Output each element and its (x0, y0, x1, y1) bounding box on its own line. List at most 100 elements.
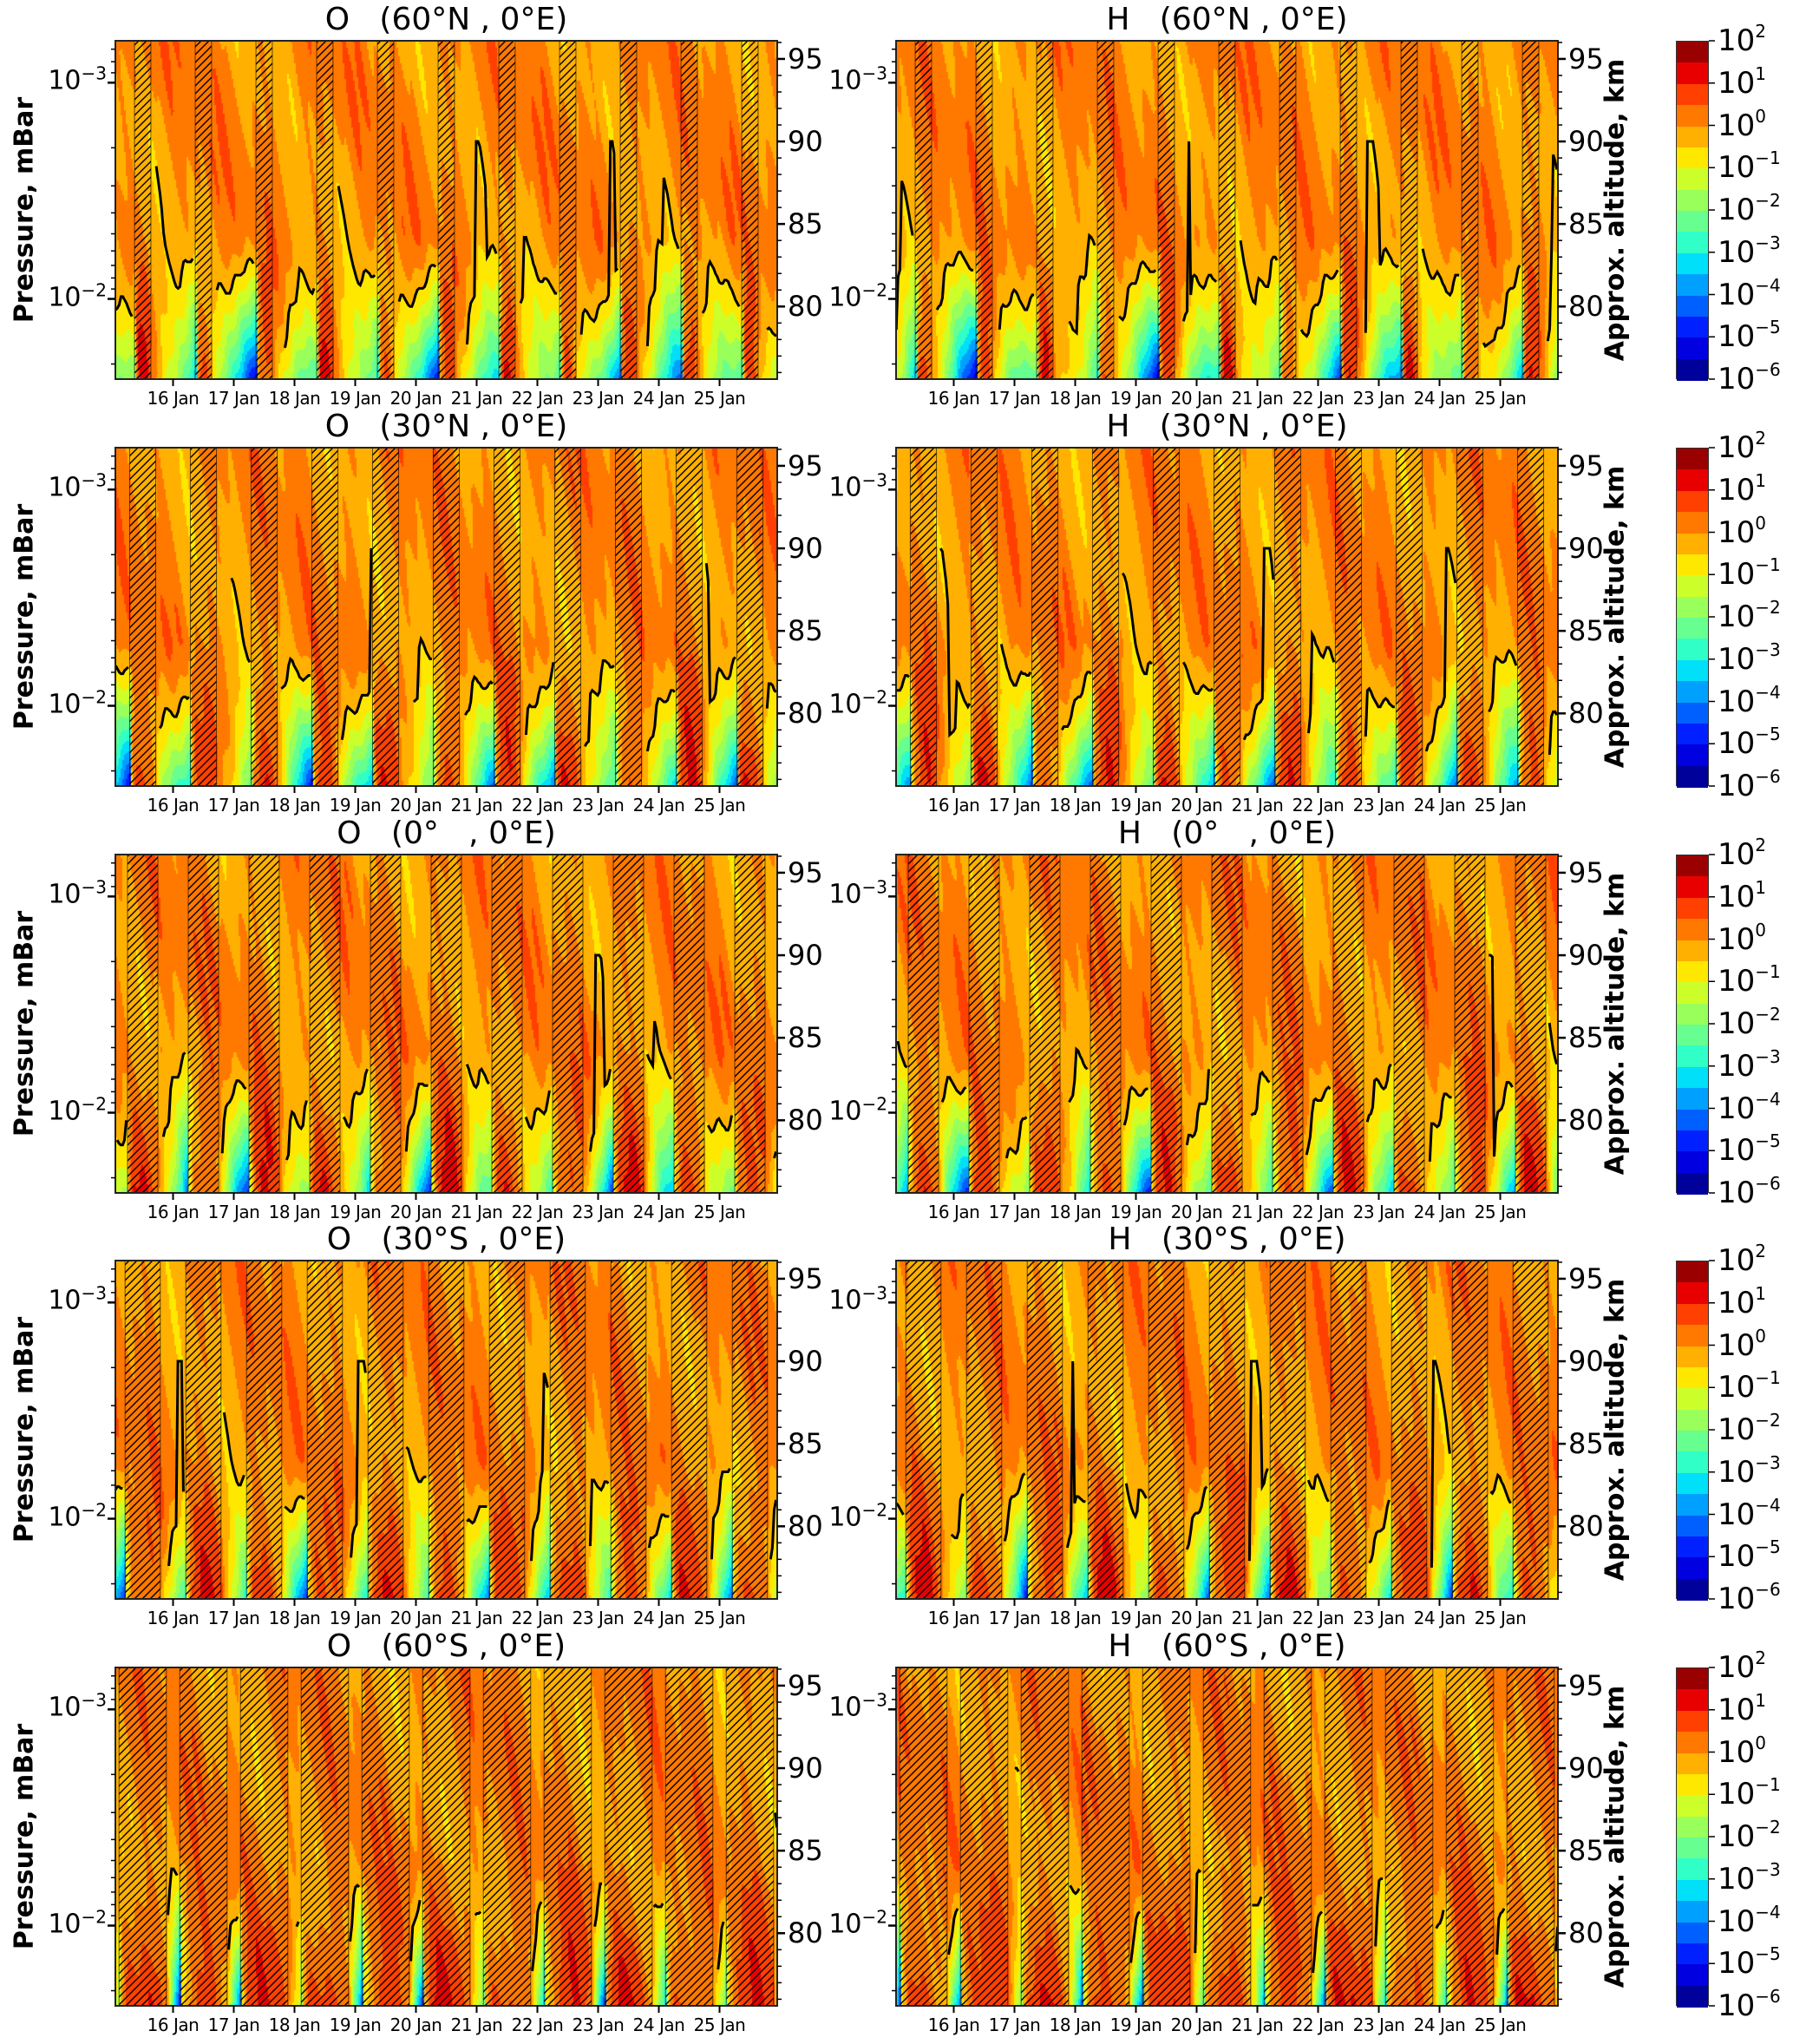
contour-line (1430, 1359, 1451, 1568)
x-tick-label: 24 Jan (632, 795, 685, 816)
daylight-hatch (422, 1667, 470, 2006)
x-tick-label: 16 Jan (927, 795, 980, 816)
tick-exponent: −3 (1755, 639, 1781, 660)
colorbar-tick-label: 100 (1718, 1327, 1766, 1360)
contour-line (1014, 1766, 1020, 1772)
tick-base: 10 (1718, 430, 1756, 465)
x-tick-label: 23 Jan (572, 2015, 625, 2035)
tick-base: 10 (828, 1285, 862, 1316)
tick-exponent: −3 (861, 1282, 887, 1304)
pressure-tick-label: 10−3 (48, 472, 107, 501)
contour-line (1060, 671, 1092, 731)
x-tick-label: 16 Jan (927, 2015, 980, 2035)
x-tick-label: 21 Jan (450, 1202, 503, 1222)
contour-line (161, 1051, 186, 1137)
x-tick-label: 18 Jan (268, 795, 321, 816)
colorbar-band (1677, 358, 1708, 381)
colorbar-band (1677, 1838, 1708, 1859)
x-tick-label: 25 Jan (693, 1608, 746, 1628)
daylight-hatch (1214, 448, 1240, 786)
x-tick-label: 23 Jan (1352, 795, 1405, 816)
daylight-hatch (732, 1261, 768, 1599)
colorbar-band (1677, 1964, 1708, 1987)
hatch-layer (115, 1261, 777, 1599)
contour-line (1065, 1360, 1086, 1549)
altitude-tick-label: 95 (788, 1261, 823, 1295)
plot-frame (895, 40, 1559, 380)
colorbar-band (1677, 1282, 1708, 1305)
contour-line (647, 1513, 670, 1549)
contour-line (652, 1903, 664, 1909)
tick-exponent: 0 (1755, 105, 1766, 127)
hatch-layer (896, 41, 1558, 379)
contour-line (464, 674, 494, 716)
daylight-hatch (1090, 855, 1121, 1193)
colorbar-tick-label: 10−5 (1718, 1132, 1781, 1165)
altitude-tick-label: 95 (788, 1668, 823, 1702)
tick-base: 10 (1718, 1946, 1756, 1982)
altitude-tick-label: 85 (788, 1427, 823, 1461)
colorbar-band (1677, 1431, 1708, 1452)
tick-exponent: −1 (1755, 961, 1781, 983)
colorbar-band (1677, 1025, 1708, 1046)
colorbar-band (1677, 147, 1708, 169)
daylight-hatch (431, 855, 461, 1193)
contour-line (1489, 953, 1514, 1157)
x-tick-label: 22 Jan (511, 1202, 564, 1222)
contour-line (284, 265, 316, 349)
colorbar-band (1677, 1732, 1708, 1753)
x-tick-label: 24 Jan (1413, 2015, 1466, 2035)
contour-line (1181, 661, 1214, 695)
contour-line (1118, 259, 1157, 322)
contour-line (280, 656, 311, 690)
x-tick-label: 23 Jan (1352, 1608, 1405, 1628)
x-tick-label: 19 Jan (329, 1202, 382, 1222)
daylight-hatch (1027, 1261, 1063, 1599)
plot-frame (115, 447, 778, 787)
daylight-hatch (195, 41, 212, 379)
colorbar-tick-label: 10−1 (1718, 963, 1781, 996)
x-tick-label: 23 Jan (572, 388, 625, 409)
tick-exponent: −3 (1755, 1858, 1781, 1880)
plot-frame (895, 447, 1559, 787)
tick-exponent: −3 (1755, 232, 1781, 253)
colorbar-tick-label: 10−4 (1718, 1497, 1781, 1530)
x-tick-label: 16 Jan (927, 1608, 980, 1628)
contour-line (1364, 686, 1395, 737)
x-tick-label: 25 Jan (693, 2015, 746, 2035)
x-tick-label: 20 Jan (1170, 388, 1223, 409)
panel-title: H (30°N , 0°E) (1106, 409, 1348, 444)
x-tick-label: 16 Jan (927, 1202, 980, 1222)
x-tick-label: 23 Jan (572, 795, 625, 816)
contour-line (1482, 264, 1521, 349)
daylight-hatch (1522, 41, 1539, 379)
x-tick-label: 24 Jan (632, 1608, 685, 1628)
colorbar-band (1677, 554, 1708, 576)
contour-line (1247, 1359, 1269, 1562)
colorbar-band (1677, 1985, 1708, 2008)
daylight-hatch (301, 1667, 349, 2006)
tick-base: 10 (48, 1502, 82, 1533)
tick-base: 10 (1718, 837, 1756, 872)
contour-line (1129, 1910, 1142, 1963)
altitude-tick-label: 90 (788, 1345, 823, 1379)
pressure-tick-label: 10−2 (828, 1095, 887, 1124)
x-tick-label: 22 Jan (1292, 1202, 1345, 1222)
tick-exponent: −2 (861, 1499, 887, 1521)
colorbar-band (1677, 232, 1708, 254)
daylight-hatch (605, 1667, 652, 2006)
colorbar-band (1677, 1261, 1708, 1283)
contour-line (1435, 1910, 1445, 1929)
contour-line (115, 665, 129, 676)
pressure-tick-label: 10−3 (48, 879, 107, 908)
tick-base: 10 (1718, 1650, 1756, 1685)
colorbar-band (1677, 1130, 1708, 1152)
contour-line (222, 1412, 245, 1487)
colorbar-band (1677, 744, 1708, 767)
panel-title: O (60°N , 0°E) (324, 2, 568, 37)
tick-exponent: −1 (1755, 147, 1781, 169)
